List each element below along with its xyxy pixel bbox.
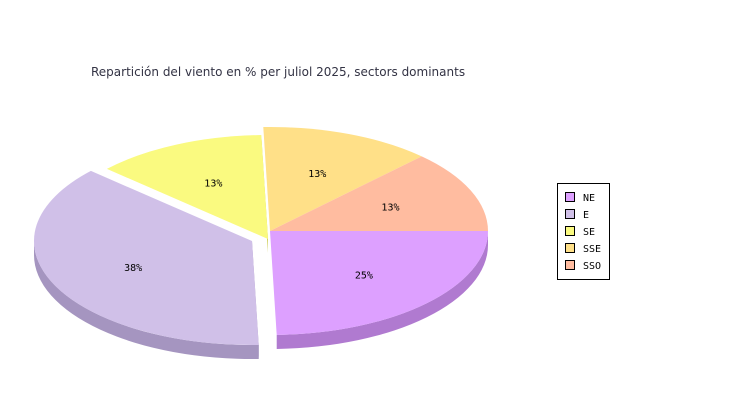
legend-swatch-ne [565,192,575,202]
slice-label-se: 13% [204,178,222,189]
legend-label-e: E [583,210,589,221]
legend-label-ne: NE [583,193,595,204]
legend-swatch-e [565,209,575,219]
legend: NE E SE SSE SSO [557,183,610,280]
slice-label-ne: 25% [355,270,373,281]
chart-title: Repartición del viento en % per juliol 2… [91,65,465,79]
slice-side-e [34,241,259,359]
slice-ne [270,231,488,335]
legend-label-sso: SSO [583,261,601,272]
legend-swatch-sso [565,260,575,270]
slice-sse [263,126,422,231]
pie-labels: 25% 38% 13% 13% 13% [124,169,399,282]
legend-label-se: SE [583,227,595,238]
slice-label-sse: 13% [308,169,326,180]
legend-swatch-sse [565,243,575,253]
slice-sso [270,156,488,231]
legend-label-sse: SSE [583,244,601,255]
slice-label-sso: 13% [381,203,399,214]
slice-side-ne [276,231,488,349]
pie-slices [33,126,488,345]
slice-e [33,170,259,345]
slice-se [106,135,268,239]
legend-swatch-se [565,226,575,236]
slice-label-e: 38% [124,263,142,274]
